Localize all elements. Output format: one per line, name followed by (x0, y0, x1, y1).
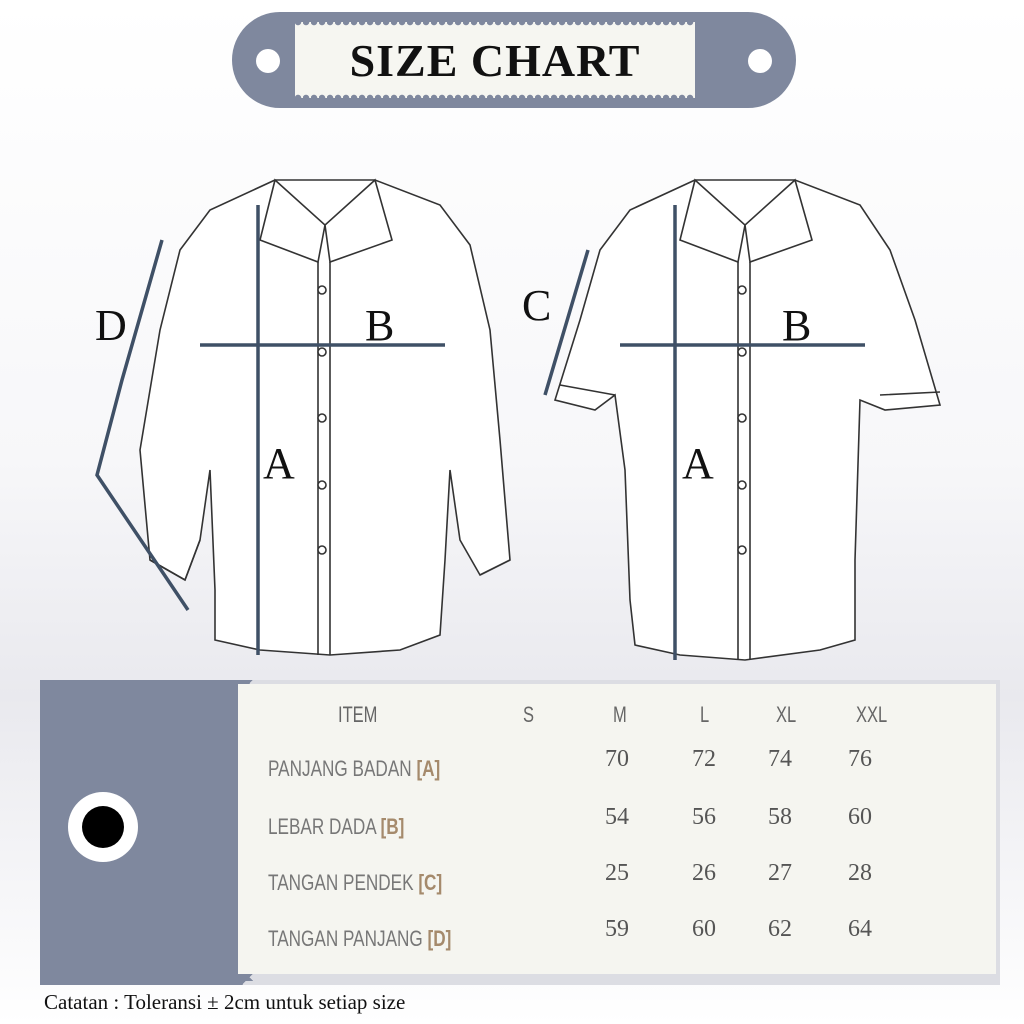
row-label-text: TANGAN PENDEK (268, 870, 414, 895)
measure-code: [D] (427, 926, 452, 951)
size-value: 60 (848, 804, 872, 830)
banner-label: SIZE CHART (295, 22, 695, 98)
row-label-text: TANGAN PANJANG (268, 926, 423, 951)
size-value: 28 (848, 860, 872, 886)
size-value: 26 (692, 860, 716, 886)
row-label: PANJANG BADAN [A] (268, 756, 440, 782)
short-sleeve-measure-lines (543, 205, 865, 660)
measure-code: [C] (418, 870, 443, 895)
label-a: A (263, 439, 295, 488)
label-c: C (522, 281, 551, 330)
short-sleeve-shirt (553, 178, 942, 661)
row-label: TANGAN PENDEK [C] (268, 870, 442, 896)
size-value: 60 (692, 916, 716, 942)
column-header: M (613, 702, 627, 727)
long-sleeve-shirt (139, 178, 511, 656)
row-label: TANGAN PANJANG [D] (268, 926, 451, 952)
row-label-text: PANJANG BADAN (268, 756, 412, 781)
size-value: 72 (692, 746, 716, 772)
shirt-diagrams: D B A C B A (95, 178, 942, 661)
size-value: 25 (605, 860, 629, 886)
size-value: 76 (848, 746, 872, 772)
label-d: D (95, 301, 127, 350)
tolerance-note: Catatan : Toleransi ± 2cm untuk setiap s… (44, 990, 406, 1014)
size-value: 59 (605, 916, 629, 942)
column-header: XL (776, 702, 797, 727)
size-value: 64 (848, 916, 872, 942)
column-header: L (700, 702, 710, 727)
tag-stripe (40, 680, 238, 985)
label-b: B (782, 301, 811, 350)
size-chart-banner: SIZE CHART (232, 12, 796, 108)
page-title: SIZE CHART (349, 34, 641, 86)
column-header: XXL (856, 702, 888, 727)
size-value: 56 (692, 804, 716, 830)
size-value: 70 (605, 746, 629, 772)
tag-hole (748, 49, 772, 73)
label-a: A (682, 439, 714, 488)
size-table-panel: ITEM S M L XL XXL PANJANG BADAN [A] 70 72 74 76 LEB… (40, 680, 1000, 985)
tag-hole (256, 49, 280, 73)
long-sleeve-measure-lines (95, 205, 445, 655)
label-b: B (365, 301, 394, 350)
size-table: ITEM S M L XL XXL PANJANG BADAN [A] 70 72 74 76 LEB… (238, 684, 996, 974)
column-header: S (523, 702, 535, 727)
column-header: ITEM (338, 702, 378, 727)
measure-code: [B] (380, 814, 405, 839)
size-value: 62 (768, 916, 792, 942)
tag-hole-icon (68, 792, 138, 862)
row-label: LEBAR DADA [B] (268, 814, 404, 840)
row-label-text: LEBAR DADA (268, 814, 376, 839)
measure-code: [A] (416, 756, 441, 781)
size-value: 27 (768, 860, 792, 886)
size-value: 74 (768, 746, 792, 772)
size-value: 58 (768, 804, 792, 830)
size-value: 54 (605, 804, 629, 830)
